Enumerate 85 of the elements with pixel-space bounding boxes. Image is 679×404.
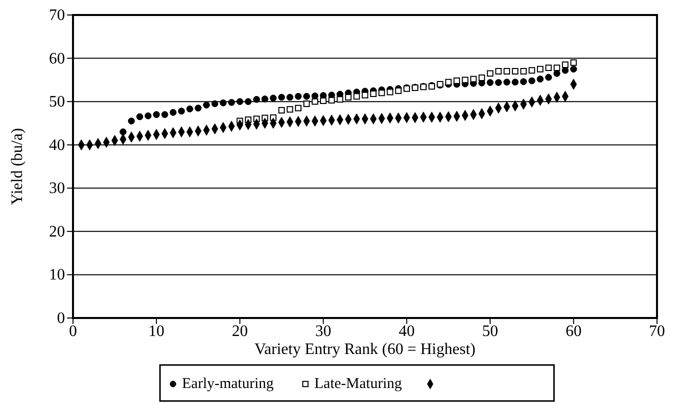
y-tick-label: 70 xyxy=(49,7,65,24)
point xyxy=(545,64,552,72)
point xyxy=(320,97,327,104)
x-tick-label: 0 xyxy=(69,323,77,340)
point xyxy=(312,92,318,100)
point xyxy=(512,68,518,75)
point xyxy=(286,94,294,101)
point xyxy=(512,78,519,86)
point xyxy=(270,94,277,102)
point xyxy=(462,76,468,84)
point xyxy=(161,111,168,118)
point xyxy=(378,90,385,96)
x-tick-label: 50 xyxy=(482,323,498,340)
y-axis-title: Yield (bu/a) xyxy=(9,128,26,205)
y-tick-label: 0 xyxy=(57,310,65,327)
point xyxy=(211,100,218,108)
point xyxy=(528,67,536,74)
point xyxy=(536,76,544,82)
point xyxy=(336,96,344,103)
point xyxy=(144,112,152,120)
point xyxy=(244,98,252,106)
point xyxy=(520,78,527,86)
point xyxy=(312,98,318,105)
y-tick-label: 50 xyxy=(49,94,65,111)
point xyxy=(395,88,402,94)
y-tick-label: 40 xyxy=(49,136,65,154)
point xyxy=(278,94,286,101)
point xyxy=(295,104,302,112)
point xyxy=(562,62,568,68)
legend-label: Late-Maturing xyxy=(314,376,402,392)
point xyxy=(203,102,210,108)
point xyxy=(303,92,310,100)
point xyxy=(545,74,552,81)
point xyxy=(570,66,578,73)
point xyxy=(536,66,544,72)
point xyxy=(152,111,160,118)
point xyxy=(504,68,510,75)
point xyxy=(261,96,268,102)
x-tick-label: 20 xyxy=(232,323,248,340)
point xyxy=(303,100,310,107)
point xyxy=(454,78,460,84)
point xyxy=(445,78,452,86)
point xyxy=(520,68,527,75)
x-tick-label: 10 xyxy=(148,323,164,340)
point xyxy=(186,105,194,112)
point xyxy=(220,99,227,106)
point xyxy=(503,78,510,86)
y-tick-label: 30 xyxy=(49,180,65,198)
point xyxy=(278,106,285,114)
point xyxy=(495,79,502,86)
x-tick-label: 60 xyxy=(566,323,582,340)
point xyxy=(353,93,360,100)
x-axis-title: Variety Entry Rank (60 = Highest) xyxy=(254,341,476,358)
x-tick-label: 70 xyxy=(649,323,665,340)
point xyxy=(170,108,177,116)
point xyxy=(495,68,502,75)
point xyxy=(128,118,135,124)
point xyxy=(136,113,144,120)
x-tick-label: 40 xyxy=(398,323,415,340)
y-tick-label: 20 xyxy=(49,223,65,240)
point xyxy=(386,88,394,96)
y-tick-label: 10 xyxy=(49,266,65,284)
point xyxy=(194,104,202,112)
point xyxy=(486,79,494,86)
point xyxy=(554,64,560,72)
legend-label: Early-maturing xyxy=(182,376,274,392)
point xyxy=(478,74,486,81)
point xyxy=(328,97,335,104)
point xyxy=(370,90,377,98)
point xyxy=(178,108,185,115)
point xyxy=(528,77,536,84)
point xyxy=(345,94,352,100)
point xyxy=(486,70,494,77)
point xyxy=(362,92,368,98)
point xyxy=(120,128,126,136)
point xyxy=(228,99,235,106)
point xyxy=(236,98,244,106)
point xyxy=(553,70,560,77)
point xyxy=(470,76,477,82)
point xyxy=(570,59,577,66)
point xyxy=(294,92,302,100)
x-tick-label: 30 xyxy=(315,323,332,340)
point xyxy=(286,106,294,113)
point xyxy=(253,96,260,103)
y-tick-label: 60 xyxy=(49,50,65,68)
